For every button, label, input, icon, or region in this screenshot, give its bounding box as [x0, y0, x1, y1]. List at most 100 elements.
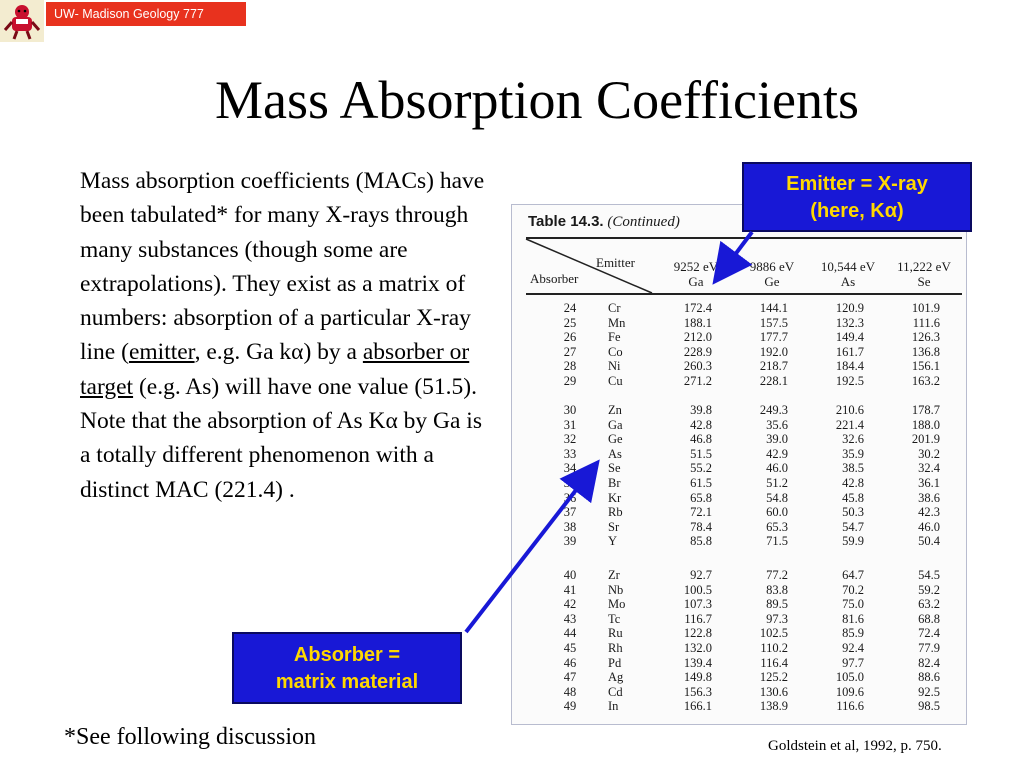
mac-value: 51.2: [766, 475, 788, 490]
absorber-symbol: Fe: [608, 330, 621, 345]
table-row: 28 Ni 260.3 218.7 184.4 156.1: [512, 359, 968, 374]
atomic-number: 31: [563, 417, 577, 432]
table-row: 37 Rb 72.1 60.0 50.3 42.3: [512, 505, 968, 520]
mac-value: 77.9: [918, 640, 940, 655]
citation: Goldstein et al, 1992, p. 750.: [768, 738, 942, 754]
atomic-number: 24: [563, 301, 577, 315]
absorber-symbol: Co: [608, 344, 623, 359]
mac-value: 63.2: [918, 597, 940, 612]
mac-value: 38.5: [842, 461, 864, 476]
body-text-part: by Ga is a totally different phenomenon …: [80, 408, 482, 503]
mac-value: 92.4: [842, 640, 864, 655]
callout-line: Absorber =: [293, 644, 401, 666]
column-header: 10,544 eV As: [810, 259, 886, 289]
absorber-term: absorber or target: [80, 339, 470, 400]
absorber-symbol: Cu: [608, 373, 623, 388]
absorber-symbol: Ag: [608, 670, 624, 685]
atomic-number: 42: [563, 597, 577, 612]
column-element: Ga: [688, 274, 704, 289]
mac-value: 98.5: [918, 699, 940, 714]
table-row: 35 Br 61.5 51.2 42.8 36.1: [512, 476, 968, 491]
absorber-symbol: As: [608, 446, 622, 461]
alpha-symbol: α: [291, 339, 304, 366]
mac-value: 82.4: [918, 655, 940, 670]
mac-value: 68.8: [918, 611, 940, 626]
mac-value: 32.6: [842, 432, 864, 447]
mac-value: 156.1: [911, 359, 940, 374]
mac-value: 81.6: [842, 611, 864, 626]
atomic-number: 35: [563, 475, 577, 490]
mac-value: 70.2: [842, 582, 864, 597]
mac-value: 212.0: [683, 330, 712, 345]
emitter-term: emitter: [128, 339, 195, 366]
absorber-symbol: Ni: [608, 359, 621, 374]
mac-value: 54.7: [842, 519, 864, 534]
atomic-number: 30: [563, 403, 577, 417]
mac-value: 35.6: [766, 417, 788, 432]
mac-value: 102.5: [759, 626, 788, 641]
atomic-number: 40: [563, 568, 577, 582]
mac-value: 163.2: [911, 373, 940, 388]
table-number: Table 14.3.: [528, 213, 604, 230]
mac-value: 172.4: [683, 301, 712, 315]
mac-value: 39.8: [690, 403, 712, 417]
table-row: 41 Nb 100.5 83.8 70.2 59.2: [512, 583, 968, 598]
table-row: 32 Ge 46.8 39.0 32.6 201.9: [512, 432, 968, 447]
absorber-symbol: Y: [608, 534, 618, 549]
mac-value: 177.7: [759, 330, 788, 345]
mac-value: 138.9: [759, 699, 788, 714]
mac-value: 122.8: [683, 626, 712, 641]
mac-value: 192.5: [835, 373, 864, 388]
mac-value: 97.3: [766, 611, 788, 626]
header-diagonal-rule: [525, 238, 653, 294]
mac-value: 110.2: [760, 640, 788, 655]
mac-value: 149.8: [683, 670, 712, 685]
mac-value: 249.3: [759, 403, 788, 417]
absorber-symbol: Cr: [608, 301, 621, 315]
atomic-number: 48: [563, 684, 577, 699]
mac-value: 30.2: [918, 446, 940, 461]
body-text-part: (e.g. As) will have one value (51.5). No…: [80, 373, 477, 435]
mac-value: 42.3: [918, 505, 940, 520]
mac-value: 61.5: [690, 475, 712, 490]
footnote: *See following discussion: [64, 724, 316, 750]
absorber-symbol: In: [608, 699, 619, 714]
absorber-symbol: Sr: [608, 519, 620, 534]
emitter-header: Emitter: [596, 255, 635, 270]
table-row: 47 Ag 149.8 125.2 105.0 88.6: [512, 670, 968, 685]
mac-value: 156.3: [683, 684, 712, 699]
table-row: 30 Zn 39.8 249.3 210.6 178.7: [512, 403, 968, 418]
body-text-part: , e.g. Ga k: [194, 339, 292, 366]
atomic-number: 49: [563, 699, 577, 714]
mac-value: 46.0: [918, 519, 940, 534]
table-header-rule: [526, 293, 962, 295]
mac-value: 100.5: [683, 582, 712, 597]
atomic-number: 28: [563, 359, 577, 374]
table-row: 39 Y 85.8 71.5 59.9 50.4: [512, 534, 968, 549]
mac-value: 54.5: [918, 568, 940, 582]
absorber-symbol: Rb: [608, 505, 623, 520]
table-row: 29 Cu 271.2 228.1 192.5 163.2: [512, 374, 968, 389]
emitter-callout: Emitter = X-ray (here, Kα): [742, 162, 972, 232]
table-continued: (Continued): [607, 214, 680, 230]
mac-value: 116.4: [760, 655, 788, 670]
absorber-symbol: Ge: [608, 432, 623, 447]
mac-value: 75.0: [842, 597, 864, 612]
mac-value: 126.3: [911, 330, 940, 345]
mac-value: 166.1: [683, 699, 712, 714]
atomic-number: 43: [563, 611, 577, 626]
mac-value: 50.4: [918, 534, 940, 549]
atomic-number: 27: [563, 344, 577, 359]
absorber-symbol: Ga: [608, 417, 623, 432]
mac-value: 46.8: [690, 432, 712, 447]
table-row: 43 Tc 116.7 97.3 81.6 68.8: [512, 612, 968, 627]
column-header: 9886 eV Ge: [734, 259, 810, 289]
mac-value: 51.5: [690, 446, 712, 461]
column-element: As: [840, 274, 856, 289]
column-energy: 9886 eV: [749, 259, 795, 274]
table-row: 42 Mo 107.3 89.5 75.0 63.2: [512, 597, 968, 612]
row-group: 40 Zr 92.7 77.2 64.7 54.5 41 Nb 100.5 83.8 70.2 59.…: [512, 568, 968, 714]
table-row: 27 Co 228.9 192.0 161.7 136.8: [512, 345, 968, 360]
uw-badger-logo: [0, 0, 44, 42]
absorber-symbol: Br: [608, 475, 621, 490]
